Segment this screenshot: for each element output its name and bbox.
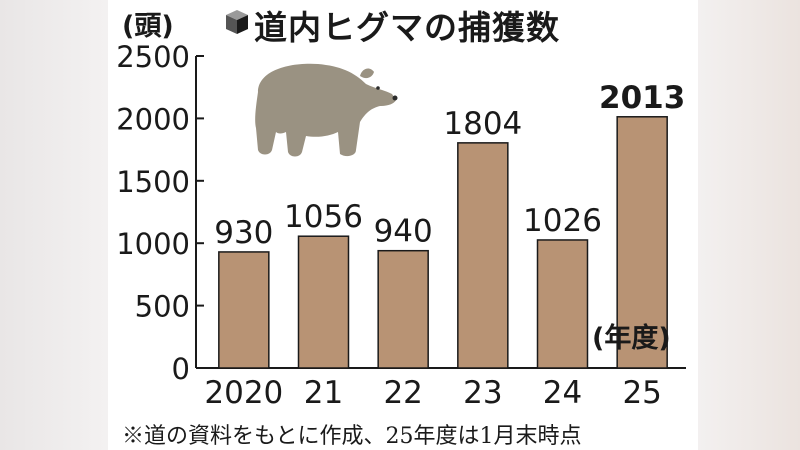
x-tick-label-2020: 2020: [204, 375, 283, 411]
y-tick-label: 1000: [116, 227, 190, 261]
x-tick-label-24: 24: [543, 375, 582, 411]
bar-25: [616, 116, 668, 369]
y-unit-label: (頭): [122, 11, 174, 42]
bar-21: [297, 235, 350, 369]
bar-2020: [218, 251, 270, 369]
x-tick-label-22: 22: [383, 375, 422, 411]
background-right: [685, 0, 800, 450]
chart-title: 道内ヒグマの捕獲数: [254, 8, 560, 47]
bear-eye: [376, 86, 380, 90]
background-left: [0, 0, 115, 450]
y-tick-label: 1500: [116, 165, 190, 199]
bar-22: [377, 249, 429, 369]
data-label-25: 2013: [599, 80, 685, 116]
fiscal-year-label: (年度): [592, 323, 671, 354]
data-label-2020: 930: [214, 215, 273, 251]
x-tick-label-23: 23: [463, 375, 502, 411]
bar-chart: 0 500 1000 1500 2000 2500 930 2020 1056 21 940 22 18…: [116, 40, 686, 411]
y-tick-label: 2500: [116, 40, 190, 74]
chart-card: 0 500 1000 1500 2000 2500 930 2020 1056 21 940 22 18…: [108, 0, 698, 450]
bear-nose: [392, 95, 398, 101]
y-tick-label: 2000: [116, 102, 190, 136]
data-label-23: 1804: [443, 106, 522, 142]
title-row: (頭) 道内ヒグマの捕獲数: [108, 0, 698, 47]
bar-23: [457, 142, 509, 369]
x-tick-label-21: 21: [304, 375, 343, 411]
cube-icon: [226, 10, 248, 34]
bear-illustration: [255, 63, 396, 157]
data-label-21: 1056: [284, 199, 363, 235]
y-tick-label: 500: [135, 290, 190, 324]
y-tick-label: 0: [172, 352, 190, 386]
data-label-22: 940: [374, 214, 433, 250]
bar-24: [536, 239, 589, 369]
x-tick-label-25: 25: [622, 375, 661, 411]
footnote: ※道の資料をもとに作成、25年度は1月末時点: [122, 424, 582, 449]
data-label-24: 1026: [523, 203, 602, 239]
